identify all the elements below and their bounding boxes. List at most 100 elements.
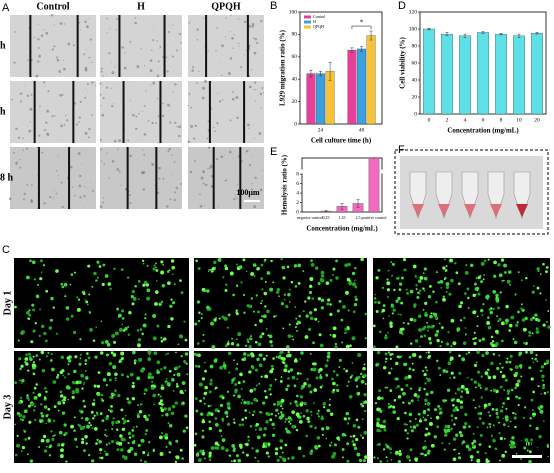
cell	[126, 397, 130, 401]
texture	[261, 87, 264, 89]
texture	[237, 42, 240, 45]
cell	[104, 429, 107, 431]
x-axis-label: Cell culture time (h)	[311, 137, 372, 145]
cell	[280, 302, 284, 306]
cell	[412, 368, 415, 372]
cell	[222, 276, 225, 279]
cell	[495, 297, 500, 302]
cell	[531, 332, 534, 335]
cell	[228, 454, 231, 457]
cell	[241, 418, 245, 422]
cell	[202, 397, 206, 400]
cell	[430, 312, 433, 315]
cell	[100, 351, 104, 355]
cell	[487, 402, 492, 406]
scale-bar-label: 100μm	[236, 188, 260, 197]
y-tick-label: 0	[296, 209, 299, 215]
cell	[85, 300, 89, 304]
texture	[50, 13, 54, 17]
cell	[127, 333, 131, 336]
cell	[145, 283, 150, 287]
texture	[209, 167, 212, 170]
cell	[214, 417, 218, 420]
cell	[280, 411, 283, 414]
cell	[173, 283, 176, 286]
texture	[216, 158, 219, 161]
texture	[157, 115, 160, 118]
cell	[469, 455, 474, 459]
cell	[243, 356, 246, 359]
cell	[313, 388, 318, 392]
cell	[144, 388, 148, 392]
cell	[78, 409, 82, 413]
cell	[437, 281, 441, 284]
cell	[458, 431, 462, 434]
cell	[27, 436, 31, 440]
cell	[64, 376, 67, 379]
cell	[407, 322, 410, 325]
cell	[487, 258, 490, 261]
cell	[198, 382, 203, 387]
cell	[453, 376, 456, 379]
cell	[165, 377, 168, 380]
cell	[57, 443, 61, 447]
cell	[508, 360, 512, 364]
cell	[268, 334, 273, 339]
cell	[282, 361, 286, 365]
cell	[355, 437, 359, 442]
cell	[307, 383, 312, 388]
cell	[269, 287, 274, 292]
cell	[161, 403, 164, 406]
cell	[69, 283, 72, 286]
cell	[386, 460, 389, 463]
cell	[345, 411, 350, 416]
cell	[208, 451, 212, 455]
cell	[230, 337, 234, 340]
y-tick-label: 40	[292, 76, 298, 82]
cell	[396, 417, 400, 421]
cell	[27, 369, 30, 372]
texture	[200, 176, 204, 180]
cell	[268, 340, 271, 343]
texture	[84, 205, 86, 207]
cell	[486, 321, 491, 325]
cell	[528, 330, 532, 335]
texture	[87, 17, 89, 19]
cell	[14, 423, 16, 426]
cell	[497, 306, 500, 310]
cell	[38, 358, 41, 361]
error-bar	[324, 210, 328, 212]
cell	[536, 360, 539, 363]
texture	[157, 183, 158, 184]
texture	[257, 196, 259, 197]
cell	[477, 412, 481, 416]
cell	[269, 384, 273, 388]
cell	[25, 353, 28, 357]
cell	[275, 408, 279, 412]
texture	[240, 66, 243, 69]
cell	[433, 408, 438, 412]
cell	[463, 316, 466, 320]
cell	[119, 434, 123, 438]
texture	[158, 166, 161, 170]
cell	[128, 436, 132, 439]
cell	[337, 438, 341, 442]
cell	[43, 449, 48, 453]
texture	[204, 79, 207, 83]
cell	[285, 305, 289, 309]
texture	[232, 63, 234, 65]
cell	[261, 332, 265, 336]
cell	[29, 357, 33, 362]
y-tick-label: 0	[414, 111, 417, 117]
cell	[159, 395, 162, 398]
cell	[147, 350, 152, 355]
cell	[520, 307, 522, 310]
cell	[403, 268, 407, 272]
cell	[204, 457, 206, 460]
cell	[105, 452, 109, 457]
cell	[148, 353, 151, 356]
y-tick-label: 100	[409, 26, 418, 32]
cell	[260, 277, 264, 280]
cell	[273, 427, 275, 430]
cell	[201, 419, 206, 424]
